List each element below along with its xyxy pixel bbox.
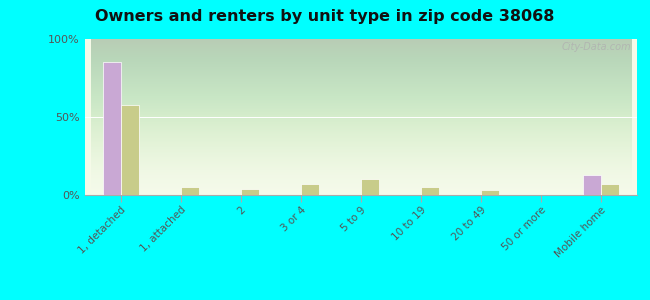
Bar — [481, 190, 499, 195]
Bar — [301, 184, 318, 195]
Text: City-Data.com: City-Data.com — [562, 42, 632, 52]
Bar — [421, 187, 439, 195]
Bar — [601, 184, 619, 195]
Bar — [103, 62, 120, 195]
Bar — [181, 187, 199, 195]
Bar — [361, 179, 379, 195]
Bar — [583, 175, 601, 195]
Bar — [240, 189, 259, 195]
Text: Owners and renters by unit type in zip code 38068: Owners and renters by unit type in zip c… — [96, 9, 554, 24]
Bar — [120, 104, 138, 195]
